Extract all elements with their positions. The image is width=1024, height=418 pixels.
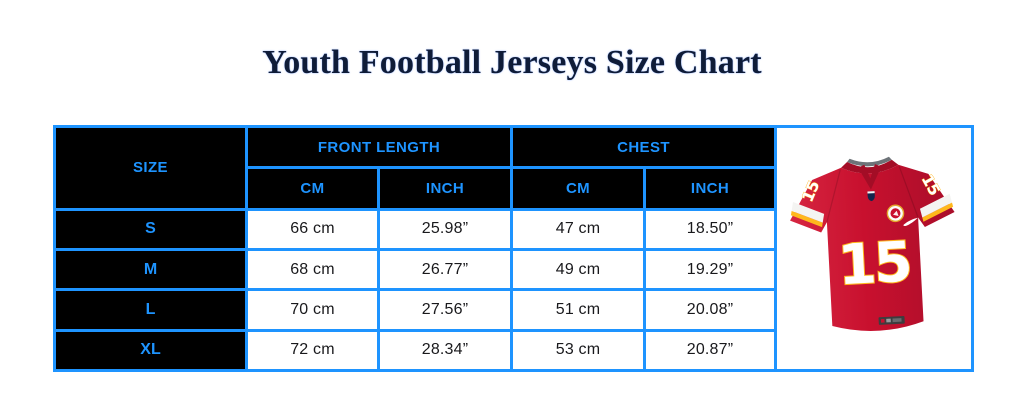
header-size-cell: SIZE: [53, 125, 248, 211]
inner-collar: [847, 156, 892, 167]
nike-swoosh-icon: [903, 217, 919, 227]
front-cm-cell: 70 cm: [245, 288, 380, 332]
chest-cm-cell: 49 cm: [510, 247, 647, 292]
chest-cm-cell: 47 cm: [510, 207, 647, 251]
header-front-length-cell: FRONT LENGTH: [244, 124, 514, 170]
chest-cm-cell: 51 cm: [510, 288, 647, 332]
sleeve-stripe-white-left: [791, 202, 825, 223]
subheader-front-inch: INCH: [376, 166, 514, 211]
chest-inch-cell: 20.87”: [643, 328, 778, 373]
sleeve-stripe-gold-left: [790, 210, 823, 228]
collar-v-insert: [858, 164, 882, 190]
front-inch-cell: 28.34”: [376, 328, 514, 373]
header-chest-cell: CHEST: [510, 124, 778, 170]
front-inch-cell: 27.56”: [376, 288, 514, 332]
table-row-l: L 70 cm 27.56” 51 cm 20.08”: [53, 288, 973, 332]
jersey-image-cell: 15 15 15: [774, 125, 975, 372]
front-inch-cell: 25.98”: [376, 207, 514, 251]
page-title: Youth Football Jerseys Size Chart: [262, 44, 762, 81]
size-cell: S: [53, 207, 248, 251]
size-cell: L: [53, 288, 248, 332]
sleeve-stripe-gold-right: [922, 202, 954, 222]
jersey-photo: 15 15 15: [779, 130, 969, 367]
chest-inch-cell: 19.29”: [643, 247, 778, 292]
subheader-front-cm: CM: [245, 166, 380, 211]
front-cm-cell: 66 cm: [245, 207, 380, 251]
size-chart-table: SIZE FRONT LENGTH CHEST: [53, 124, 975, 373]
front-inch-cell: 26.77”: [376, 247, 514, 292]
chest-inch-cell: 20.08”: [643, 288, 778, 332]
team-patch-icon: [886, 204, 905, 223]
jersey-number: 15: [836, 230, 911, 299]
table-row-xl: XL 72 cm 28.34” 53 cm 20.87”: [53, 328, 973, 373]
jersey-body: [790, 164, 955, 331]
jock-tag: [878, 315, 905, 325]
table-row-m: M 68 cm 26.77” 49 cm 19.29”: [53, 247, 973, 292]
table-row-s: S 66 cm 25.98” 47 cm 18.50”: [53, 207, 973, 251]
chest-cm-cell: 53 cm: [510, 328, 647, 373]
size-cell: XL: [53, 328, 248, 373]
front-cm-cell: 72 cm: [245, 328, 380, 373]
chest-inch-cell: 18.50”: [643, 207, 778, 251]
collar: [841, 159, 899, 174]
nfl-shield-icon: [867, 191, 875, 202]
subheader-chest-cm: CM: [510, 166, 647, 211]
front-cm-cell: 68 cm: [245, 247, 380, 292]
sleeve-stripe-white-right: [919, 193, 953, 218]
jersey-illustration: 15 15 15: [790, 156, 955, 331]
subheader-chest-inch: INCH: [643, 166, 778, 211]
size-cell: M: [53, 247, 248, 292]
